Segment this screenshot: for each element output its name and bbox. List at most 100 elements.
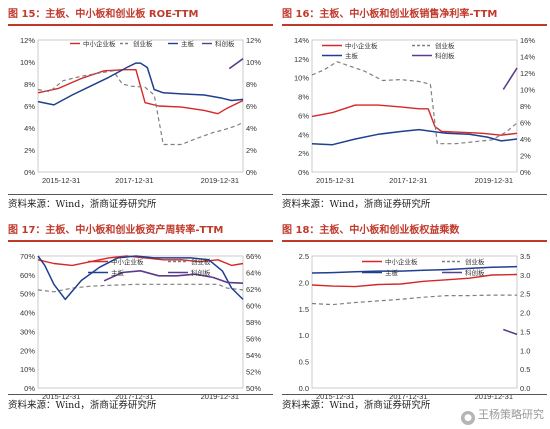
series-line-sme [311,273,518,288]
chart-title: 图 16：主板、中小板和创业板销售净利率-TTM [282,6,547,26]
series-line-sme [37,69,244,115]
series-line-main [37,62,244,106]
x-tick-label: 2015-12-31 [316,176,354,185]
left-tick-label: 0% [298,168,309,177]
right-tick-label: 3.0 [520,271,530,280]
right-tick-label: 0.0 [520,384,530,393]
left-tick-label: 2% [298,149,309,158]
series-line-gem [37,283,244,293]
right-tick-label: 10% [520,86,535,95]
left-tick-label: 70% [20,252,35,261]
legend-label-sme: 中小企业板 [385,257,418,266]
right-tick-label: 3.5 [520,252,530,261]
x-tick-label: 2015-12-31 [42,176,80,185]
source-divider [8,394,273,395]
legend-label-main: 主板 [181,39,195,48]
legend-label-chinext: 科创板 [435,51,455,60]
left-tick-label: 0.5 [299,358,309,367]
legend-label-sme: 中小企业板 [83,39,116,48]
right-tick-label: 12% [246,36,261,45]
chart-title: 图 18：主板、中小板和创业板权益乘数 [282,222,547,242]
source-divider [282,394,547,395]
right-tick-label: 2.5 [520,290,530,299]
right-tick-label: 16% [520,36,535,45]
legend-label-gem: 创业板 [465,257,485,266]
right-tick-label: 8% [520,102,531,111]
net-margin-chart: 0% 2% 4% 6% 8% 10% 12% 14% 0% 2% 4% 6% 8% 10% 12% 14% 16… [294,36,535,185]
left-tick-label: 60% [20,271,35,280]
left-tick-label: 8% [298,93,309,102]
left-tick-label: 0% [24,168,35,177]
right-tick-label: 54% [246,351,261,360]
left-tick-label: 4% [24,124,35,133]
series-line-chinext [103,269,244,284]
left-tick-label: 2% [24,146,35,155]
source-divider [8,194,273,195]
wechat-icon: ● [461,411,475,425]
right-tick-label: 62% [246,285,261,294]
x-tick-label: 2019-12-31 [201,392,239,401]
legend-label-main: 主板 [385,268,399,277]
x-tick-label: 2019-12-31 [475,392,513,401]
right-tick-label: 6% [520,119,531,128]
x-tick-label: 2017-12-31 [115,392,153,401]
left-tick-label: 14% [294,36,309,45]
watermark-text: 王杨策略研究 [478,408,544,421]
right-tick-label: 64% [246,269,261,278]
chart-title: 图 15：主板、中小板和创业板 ROE-TTM [8,6,273,26]
right-tick-label: 52% [246,368,261,377]
left-tick-label: 2.0 [299,278,309,287]
asset-turnover-chart: 0% 10% 20% 30% 40% 50% 60% 70% 50% 52% 54% 56% 58% 60… [20,252,261,401]
right-tick-label: 58% [246,318,261,327]
source-divider [282,194,547,195]
plot-frame [37,39,244,173]
legend-label-chinext: 科创板 [465,268,485,277]
left-tick-label: 2.5 [299,252,309,261]
right-tick-label: 66% [246,252,261,261]
x-tick-label: 2017-12-31 [389,176,427,185]
left-tick-label: 10% [20,365,35,374]
right-tick-label: 8% [246,80,257,89]
series-line-sme [311,104,518,136]
series-line-gem [311,294,517,306]
right-tick-label: 1.0 [520,346,530,355]
chart-panel-asset-turnover: 图 17：主板、中小板和创业板资产周转率-TTM 0% 10% 20% 30% 40% 5… [8,222,273,422]
right-tick-label: 0% [520,168,531,177]
series-line-chinext [502,67,518,90]
watermark: ● 王杨策略研究 [461,406,544,425]
left-tick-label: 10% [294,74,309,83]
right-tick-label: 4% [520,135,531,144]
left-tick-label: 8% [24,80,35,89]
x-tick-label: 2017-12-31 [115,176,153,185]
legend-label-gem: 创业板 [133,39,153,48]
series-line-sme [37,255,244,267]
left-tick-label: 10% [20,58,35,67]
plot-frame [311,255,518,389]
legend-label-sme: 中小企业板 [111,257,144,266]
right-tick-label: 10% [246,58,261,67]
legend-label-chinext: 科创板 [215,39,235,48]
left-tick-label: 0% [24,384,35,393]
left-tick-label: 0.0 [299,384,309,393]
x-tick-label: 2017-12-31 [389,392,427,401]
right-tick-label: 2% [520,152,531,161]
left-tick-label: 30% [20,327,35,336]
left-tick-label: 20% [20,346,35,355]
source-note: 资料来源：Wind，浙商证券研究所 [8,199,157,210]
equity-multiplier-chart: 0.0 0.5 1.0 1.5 2.0 2.5 0.0 0.5 1.0 1.5 2.0 2.5 3.0 3… [299,252,531,401]
right-tick-label: 2% [246,146,257,155]
x-tick-label: 2019-12-31 [201,176,239,185]
right-tick-label: 56% [246,335,261,344]
chart-panel-equity-multiplier: 图 18：主板、中小板和创业板权益乘数 0.0 0.5 1.0 1.5 2.0 2.5 0.… [282,222,547,422]
left-tick-label: 6% [24,102,35,111]
right-tick-label: 0.5 [520,365,530,374]
left-tick-label: 6% [298,111,309,120]
left-tick-label: 12% [20,36,35,45]
source-note: 资料来源：Wind，浙商证券研究所 [282,400,431,411]
left-tick-label: 50% [20,290,35,299]
right-tick-label: 14% [520,53,535,62]
chart-title: 图 17：主板、中小板和创业板资产周转率-TTM [8,222,273,242]
source-note: 资料来源：Wind，浙商证券研究所 [8,400,157,411]
legend-label-gem: 创业板 [435,41,455,50]
legend-label-chinext: 科创板 [191,268,211,277]
